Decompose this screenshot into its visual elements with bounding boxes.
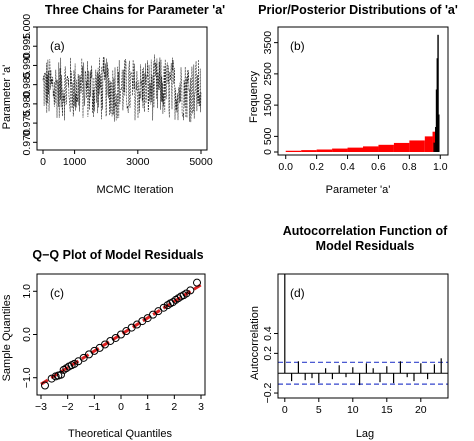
panel-d-xlabel: Lag [356,428,374,440]
panel-d-ylabel: Autocorrelation [249,306,261,380]
panel-a-xlabel: MCMC Iteration [96,184,173,196]
panel-c-xlabel: Theoretical Quantiles [68,428,172,440]
panel-b: Prior/Posterior Distributions of 'a' Par… [248,3,458,196]
posterior-bar [437,34,439,152]
panel-a-ytick-label-4: 0.990 [21,52,33,78]
qq-point [169,298,177,307]
prior-bar [285,150,302,152]
panel-d-xtick-label-2: 10 [347,404,359,416]
panel-c-ytick-label-1: 0.0 [21,327,33,342]
panel-b-ytick-label-0: 0 [262,149,274,155]
qq-point [193,278,201,287]
panel-a-ytick-label-1: 0.975 [21,110,33,136]
panel-a: Three Chains for Parameter 'a' MCMC Iter… [1,3,225,196]
panel-d-xtick-label-3: 15 [381,404,393,416]
panel-d-title-line1: Autocorrelation Function of [283,224,448,238]
prior-bar [424,136,433,152]
panel-c-xtick-label-5: 2 [171,401,177,413]
prior-bar [432,131,436,152]
prior-bar [347,147,363,152]
panel-c-ylabel: Sample Quantiles [1,294,13,381]
panel-b-xlabel: Parameter 'a' [326,184,391,196]
panel-c-label: (c) [50,286,64,300]
panel-c-title: Q−Q Plot of Model Residuals [32,248,203,262]
panel-a-xtick-label-2: 3000 [126,156,150,168]
qq-point [186,286,195,295]
prior-bar [409,140,425,152]
panel-c-ytick-label-2: 1.0 [21,284,33,299]
posterior-bar [436,58,438,152]
prior-bar [316,149,333,152]
panel-b-xtick-label-1: 0.2 [309,161,324,173]
panel-d-ytick-label-2: 0.4 [262,326,274,341]
panel-a-ytick-label-6: 1.000 [21,14,33,40]
panel-b-xtick-label-2: 0.4 [340,161,355,173]
panel-a-title: Three Chains for Parameter 'a' [45,3,225,17]
posterior-bar [435,89,438,152]
panel-c-xtick-label-3: 0 [118,401,124,413]
panel-d-label: (d) [290,286,305,300]
panel-b-ytick-label-2: 1500 [262,93,274,117]
panel-b-xtick-label-0: 0.0 [278,161,293,173]
panel-b-xtick-label-5: 1.0 [433,161,448,173]
panel-a-xtick-label-1: 1000 [63,156,87,168]
panel-c: Q−Q Plot of Model Residuals Theoretical … [1,248,206,440]
panel-d-frame [277,273,449,399]
panel-d-xtick-label-1: 5 [316,404,322,416]
prior-bar [332,148,348,152]
panel-a-ytick-label-3: 0.985 [21,71,33,97]
qq-reference-line [40,283,202,386]
panel-c-xtick-label-1: −2 [62,401,74,413]
posterior-bar [433,142,435,152]
panel-b-frame [277,26,449,156]
panel-a-ytick-label-2: 0.980 [21,91,33,117]
prior-bar [363,146,379,152]
panel-b-title: Prior/Posterior Distributions of 'a' [258,3,458,17]
panel-a-frame [36,26,208,151]
panel-c-xtick-label-4: 1 [145,401,151,413]
posterior-bar [435,127,437,152]
panel-c-xtick-label-2: −1 [88,401,100,413]
panel-d-ytick-label-1: 0.2 [262,346,274,361]
panel-b-ytick-label-3: 2500 [262,62,274,86]
panel-a-ytick-label-5: 0.995 [21,33,33,59]
qq-point [70,359,79,368]
panel-a-label: (a) [50,39,65,53]
panel-b-ylabel: Frequency [248,71,260,123]
prior-bar [393,142,410,152]
panel-b-xtick-label-4: 0.8 [402,161,417,173]
panel-b-ytick-label-1: 500 [262,127,274,145]
panel-a-xtick-label-0: 0 [40,156,46,168]
panel-b-ytick-label-4: 3500 [262,31,274,55]
prior-bar [378,144,394,152]
prior-bar [301,150,317,152]
panel-d: Autocorrelation Function of Model Residu… [249,224,449,440]
qq-point [57,370,65,379]
panel-d-xtick-label-0: 0 [282,404,288,416]
panel-d-xtick-label-4: 20 [415,404,427,416]
qq-point [159,303,168,312]
panel-d-ytick-label-0: −0.2 [262,383,274,404]
panel-c-xtick-label-6: 3 [198,401,204,413]
qq-point [47,374,56,383]
qq-point [41,381,49,390]
panel-a-xtick-label-3: 5000 [189,156,213,168]
panel-c-ytick-label-0: −1.0 [21,367,33,388]
posterior-bar [438,114,440,152]
panel-a-ylabel: Parameter 'a' [1,65,13,130]
trace-line [42,54,202,123]
panel-c-xtick-label-0: −3 [35,401,47,413]
panel-b-xtick-label-3: 0.6 [371,161,386,173]
panel-d-title-line2: Model Residuals [316,239,415,253]
panel-b-label: (b) [290,39,305,53]
panel-a-ytick-label-0: 0.970 [21,129,33,155]
